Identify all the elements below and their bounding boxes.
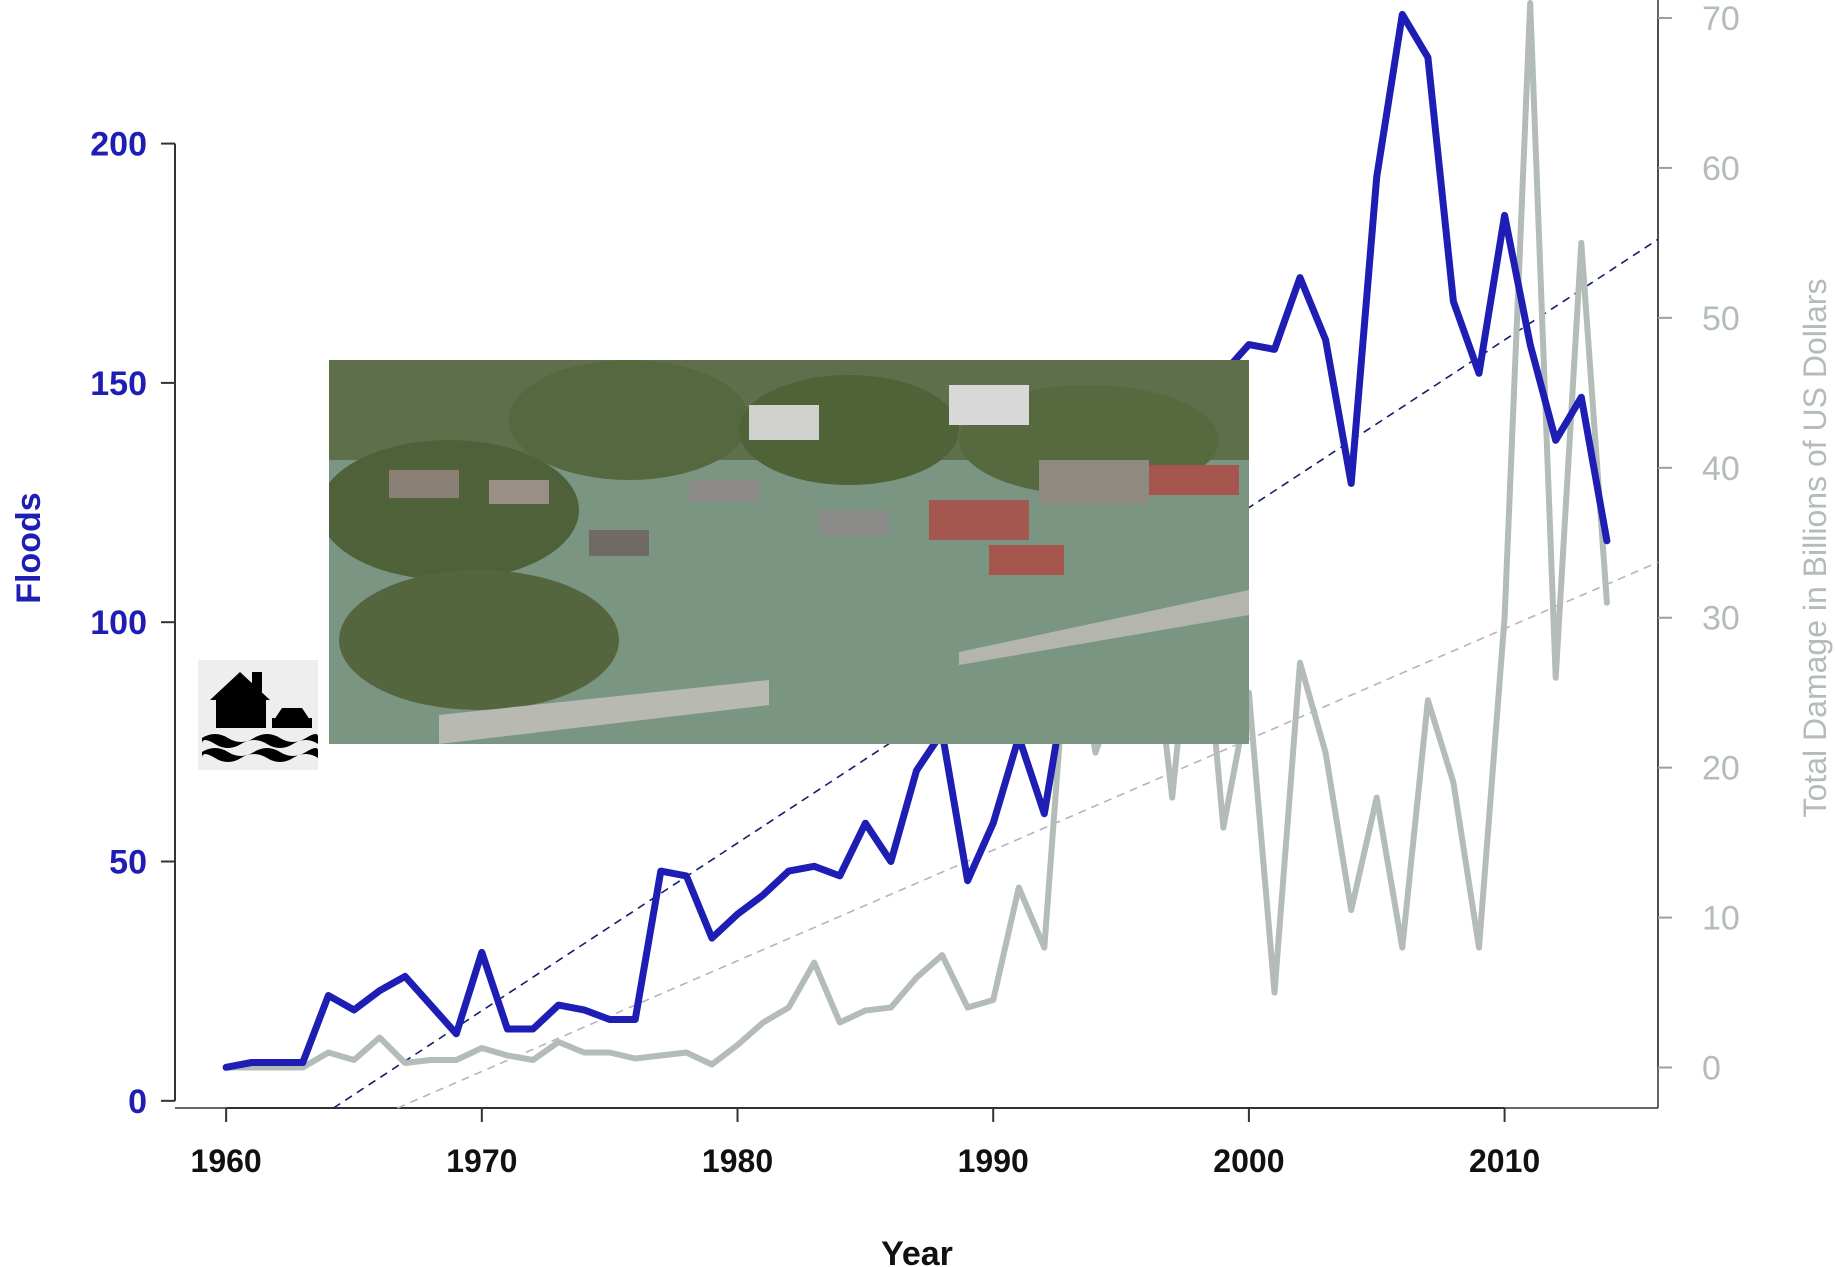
x-tick-label: 1990 — [958, 1143, 1029, 1179]
wave-2-shape — [202, 748, 319, 762]
photo-roof-red-3 — [1149, 465, 1239, 495]
photo-roof-2 — [489, 480, 549, 504]
photo-roof-3 — [589, 530, 649, 556]
photo-roof-4 — [689, 480, 759, 502]
wave-1-shape — [202, 734, 319, 748]
x-tick-label: 2010 — [1469, 1143, 1540, 1179]
y-left-tick-label: 100 — [90, 604, 147, 642]
photo-roof-5 — [819, 510, 889, 536]
y-left-tick-label: 200 — [90, 126, 147, 164]
y-right-tick-label: 20 — [1702, 750, 1740, 788]
photo-drawing — [329, 360, 1249, 744]
photo-levee-wall-right — [959, 590, 1249, 665]
x-axis-label: Year — [881, 1235, 953, 1267]
photo-roof-red-2 — [989, 545, 1064, 575]
y-right-tick-label: 0 — [1702, 1050, 1721, 1088]
x-tick-label: 1970 — [446, 1143, 517, 1179]
x-tick-label: 1980 — [702, 1143, 773, 1179]
flood-house-car-icon — [198, 660, 319, 770]
damage-series-line — [223, 0, 1610, 1071]
y-right-tick-label: 10 — [1702, 900, 1740, 938]
series-damage — [223, 0, 1610, 1071]
x-tick-label: 2000 — [1213, 1143, 1284, 1179]
photo-levee-wall-left — [439, 680, 769, 744]
photo-roof-1 — [389, 470, 459, 498]
y-right-tick-label: 30 — [1702, 600, 1740, 638]
floods-series-line — [222, 10, 1611, 1071]
photo-roof-white-1 — [949, 385, 1029, 425]
photo-trees-mid — [739, 375, 959, 485]
car-shape — [274, 708, 310, 720]
series-floods — [222, 10, 1611, 1071]
y-axis-left-label: Floods — [10, 492, 48, 603]
photo-trees-bottom-left — [339, 570, 619, 710]
y-right-tick-label: 60 — [1702, 150, 1740, 188]
y-left-tick-label: 150 — [90, 365, 147, 403]
car-body-shape — [272, 718, 312, 728]
y-right-tick-label: 50 — [1702, 300, 1740, 338]
flood-icon-drawing — [202, 672, 319, 762]
y-axis-right-label: Total Damage in Billions of US Dollars — [1797, 279, 1833, 818]
y-left-tick-label: 0 — [128, 1083, 147, 1121]
y-left-tick-label: 50 — [109, 844, 147, 882]
aerial-flood-photo — [329, 360, 1249, 744]
y-right-tick-label: 40 — [1702, 450, 1740, 488]
photo-trees-top — [509, 360, 749, 480]
y-right-tick-label: 70 — [1702, 0, 1740, 38]
x-tick-label: 1960 — [191, 1143, 262, 1179]
house-body-shape — [216, 698, 266, 728]
house-chimney-shape — [252, 672, 262, 692]
house-roof-shape — [210, 672, 270, 700]
photo-roof-large — [1039, 460, 1149, 505]
photo-roof-white-2 — [749, 405, 819, 440]
photo-roof-red-1 — [929, 500, 1029, 540]
